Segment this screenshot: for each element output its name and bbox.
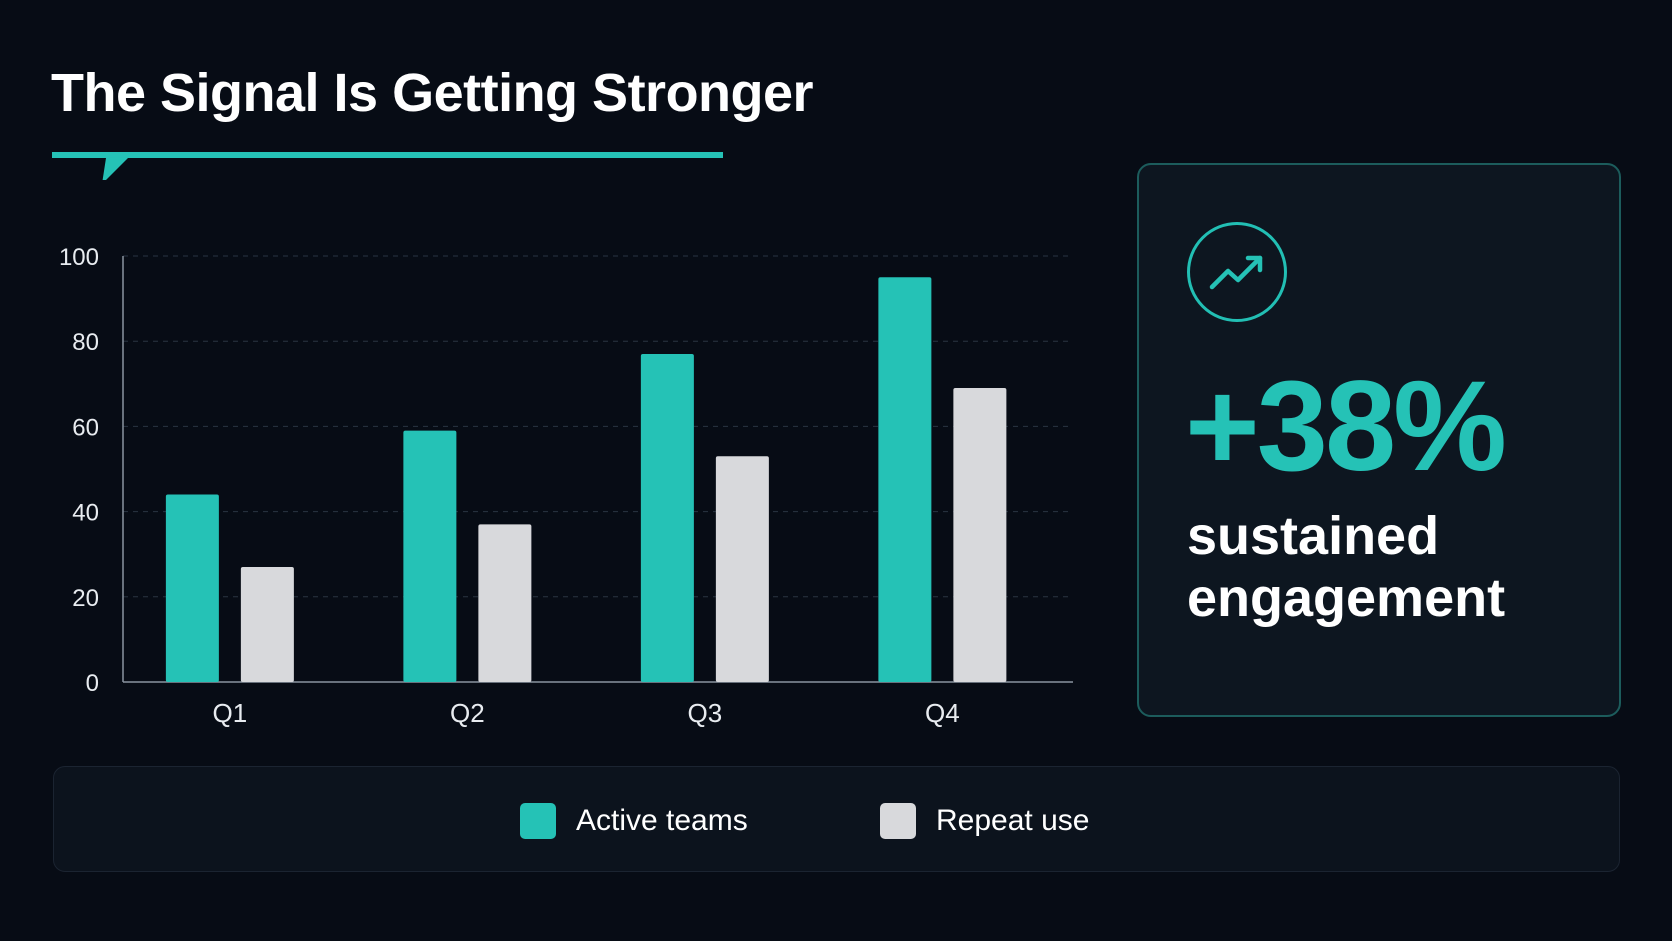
x-tick-label-q3: Q3 xyxy=(688,698,723,728)
x-tick-label-q4: Q4 xyxy=(925,698,960,728)
legend-item-active-teams: Active teams xyxy=(520,803,748,839)
chart-legend: Active teams Repeat use xyxy=(53,766,1620,872)
y-tick-label-40: 40 xyxy=(72,500,99,527)
bar-repeat-use-q1 xyxy=(240,566,294,682)
legend-swatch-active-teams xyxy=(520,803,556,839)
page-title: The Signal Is Getting Stronger xyxy=(51,63,814,123)
kpi-card: +38% sustained engagement xyxy=(1137,163,1621,717)
bar-repeat-use-q2 xyxy=(478,524,532,682)
y-tick-label-80: 80 xyxy=(72,329,99,356)
bar-repeat-use-q4 xyxy=(953,388,1007,682)
trending-up-icon xyxy=(1187,222,1287,322)
y-tick-label-20: 20 xyxy=(72,585,99,612)
x-tick-label-q1: Q1 xyxy=(213,698,248,728)
bar-chart: 0 20 40 60 80 100 Q1 Q2 Q3 Q4 xyxy=(59,244,1073,728)
legend-item-repeat-use: Repeat use xyxy=(880,803,1089,839)
y-tick-label-100: 100 xyxy=(59,244,99,271)
x-tick-label-q2: Q2 xyxy=(450,698,485,728)
bar-active-teams-q2 xyxy=(403,430,457,682)
legend-swatch-repeat-use xyxy=(880,803,916,839)
legend-label-active-teams: Active teams xyxy=(576,804,748,837)
bar-active-teams-q3 xyxy=(640,353,694,682)
title-underline xyxy=(52,152,723,180)
bar-active-teams-q4 xyxy=(878,277,932,682)
y-tick-label-0: 0 xyxy=(86,670,99,697)
legend-label-repeat-use: Repeat use xyxy=(936,804,1090,837)
kpi-value: +38% xyxy=(1185,355,1507,498)
y-tick-label-60: 60 xyxy=(72,414,99,441)
bar-active-teams-q1 xyxy=(165,494,219,682)
kpi-caption: sustained engagement xyxy=(1187,506,1506,628)
bar-repeat-use-q3 xyxy=(715,456,769,682)
